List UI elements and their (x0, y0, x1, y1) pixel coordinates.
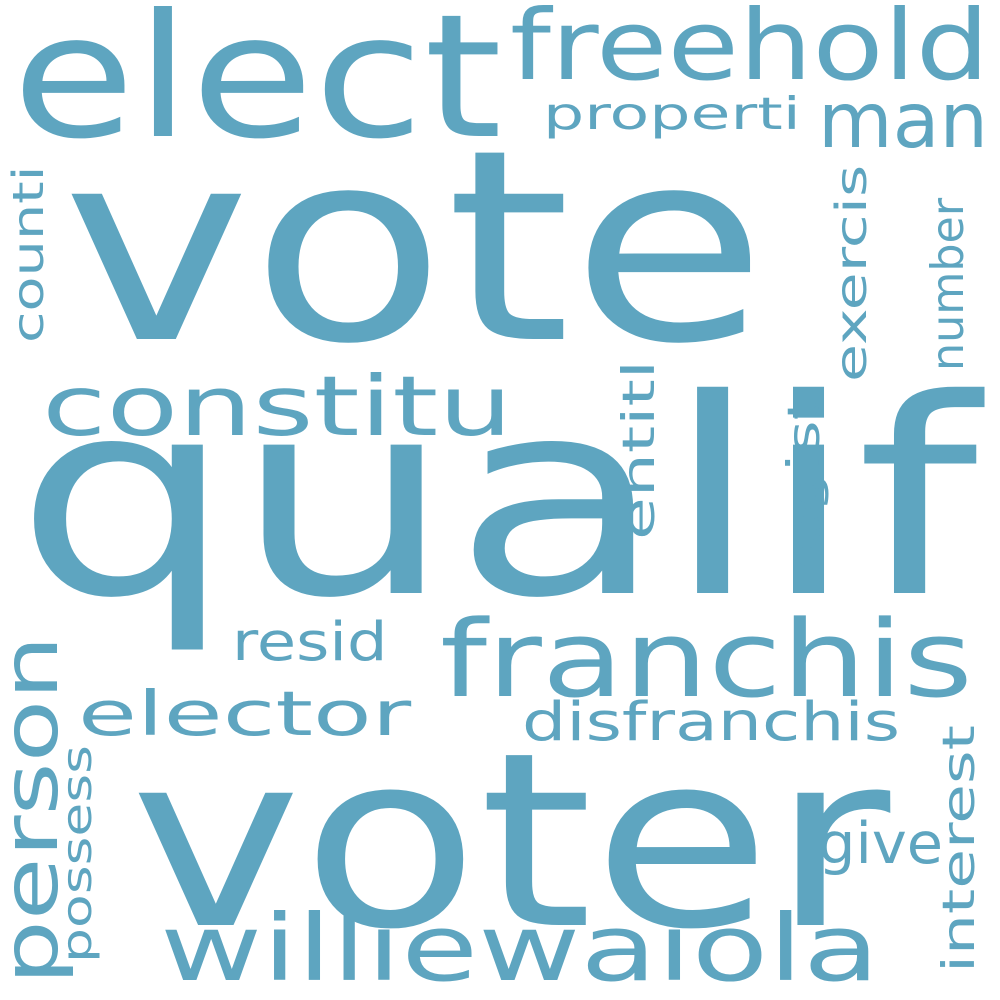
word-interest: interest (931, 725, 985, 973)
word-elector: elector (78, 678, 412, 750)
word-voter: voter (130, 700, 891, 983)
word-freehold: freehold (510, 0, 990, 102)
word-man: man (818, 77, 989, 166)
word-possess: possess (53, 745, 101, 963)
word-counti: counti (5, 165, 54, 343)
word-exercis: exercis (828, 164, 877, 382)
word-elect: elect (12, 0, 503, 177)
word-number: number (923, 197, 974, 371)
word-regist: regist (776, 395, 830, 577)
word-entitl: entitl (611, 359, 665, 540)
word-qualif: qualif (15, 341, 978, 658)
word-franchis: franchis (440, 598, 973, 722)
word-vote: vote (62, 92, 768, 402)
word-constitu: constitu (42, 358, 513, 455)
word-give: give (818, 810, 944, 877)
word-williewaiola: williewaiola (160, 895, 880, 1000)
word-disfranchis: disfranchis (522, 691, 901, 753)
word-properti: properti (543, 86, 801, 140)
word-resid: resid (232, 611, 388, 673)
